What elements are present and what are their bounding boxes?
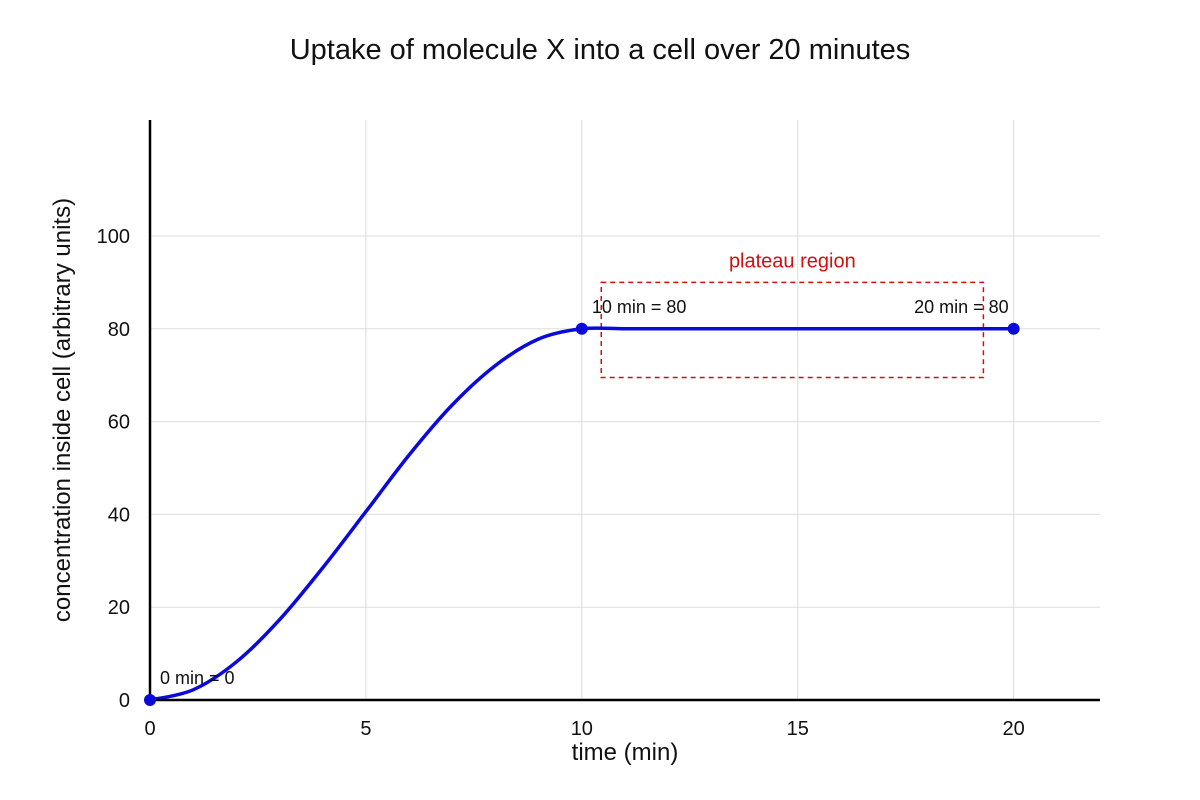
plateau-region-label: plateau region (729, 250, 856, 272)
x-tick-label: 20 (1003, 718, 1025, 740)
axes (148, 120, 1100, 702)
data-point (575, 322, 588, 335)
plateau-region-box (600, 281, 985, 379)
data-label: 10 min = 80 (592, 297, 687, 317)
data-label: 0 min = 0 (160, 668, 235, 688)
chart-title: Uptake of molecule X into a cell over 20… (290, 34, 911, 66)
x-tick-label: 0 (144, 718, 155, 740)
y-tick-label: 0 (119, 690, 130, 712)
y-tick-label: 60 (108, 412, 130, 434)
annotations: 0 min = 0 10 min = 80 20 min = 80 (144, 297, 1020, 706)
x-axis-title: time (min) (572, 739, 679, 766)
data-label: 20 min = 80 (914, 297, 1009, 317)
plateau-region: plateau region (600, 250, 985, 379)
y-tick-label: 40 (108, 504, 130, 526)
y-tick-label: 100 (97, 226, 130, 248)
y-axis-title: concentration inside cell (arbitrary uni… (49, 198, 76, 622)
x-tick-label: 5 (360, 718, 371, 740)
y-tick-label: 20 (108, 597, 130, 619)
data-point (144, 694, 156, 706)
y-tick-label: 80 (108, 319, 130, 341)
x-tick-label: 10 (571, 718, 593, 740)
grid (150, 120, 1100, 700)
x-tick-label: 15 (787, 718, 809, 740)
tick-labels: 0 5 10 15 20 0 20 40 60 80 100 (97, 226, 1025, 740)
data-point (1007, 322, 1020, 335)
